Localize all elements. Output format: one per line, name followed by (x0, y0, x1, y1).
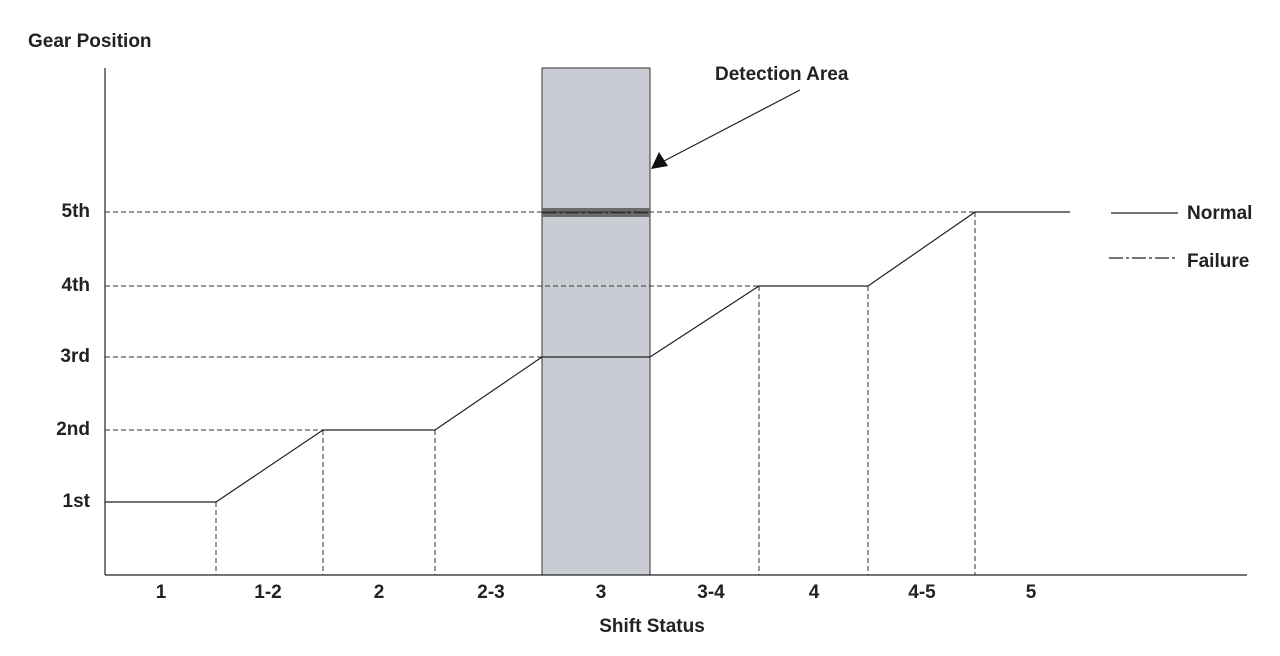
x-axis-label: Shift Status (599, 616, 705, 637)
arrow-line (663, 89, 801, 162)
y-label: 2nd (56, 419, 90, 440)
legend-label: Failure (1187, 251, 1249, 272)
x-label: 1 (156, 582, 167, 603)
y-label: 3rd (60, 346, 90, 367)
normal-line (105, 211, 1070, 503)
guide-lines (105, 211, 976, 575)
annotation: Detection Area (715, 64, 849, 85)
detection-area (541, 67, 651, 576)
y-axis-label: Gear Position (28, 31, 152, 52)
y-label: 4th (62, 275, 91, 296)
y-label: 5th (62, 201, 91, 222)
x-label: 2-3 (477, 582, 504, 603)
x-label: 3 (596, 582, 607, 603)
x-label: 3-4 (697, 582, 725, 603)
arrow-head (651, 152, 668, 169)
x-label: 4 (809, 582, 820, 603)
x-label: 5 (1026, 582, 1037, 603)
x-label: 4-5 (908, 582, 936, 603)
y-label: 1st (63, 491, 91, 512)
legend-label: Normal (1187, 203, 1252, 224)
x-label: 1-2 (254, 582, 281, 603)
x-label: 2 (374, 582, 385, 603)
